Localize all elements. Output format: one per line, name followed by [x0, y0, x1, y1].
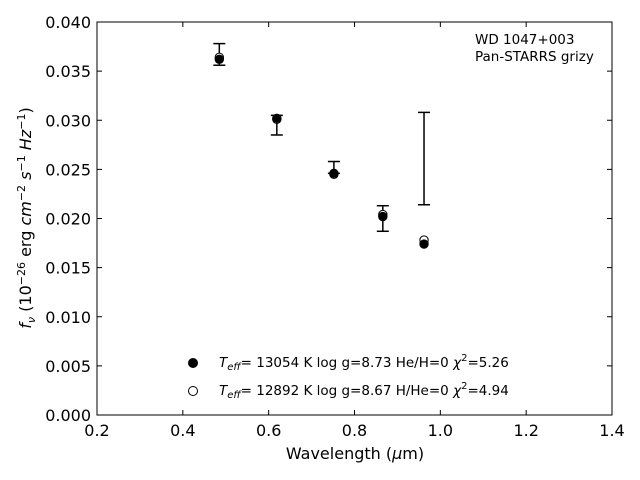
x-tick-label: 0.6 [256, 421, 281, 440]
x-tick-label: 0.4 [170, 421, 195, 440]
y-tick-label: 0.030 [45, 111, 91, 130]
y-tick-label: 0.015 [45, 259, 91, 278]
y-tick-label: 0.000 [45, 406, 91, 425]
y-tick-label: 0.020 [45, 210, 91, 229]
legend-entry-2: Teff= 12892 K log g=8.67 H/He=0 χ2=4.94 [219, 381, 509, 401]
x-tick-label: 1.4 [599, 421, 624, 440]
y-axis-label: fν (10−26 erg cm−2 s−1 Hz−1) [15, 107, 38, 328]
error-bars [213, 42, 431, 233]
legend-marker-filled [188, 358, 198, 368]
x-axis-label: Wavelength (μm) [286, 444, 424, 463]
markers [214, 52, 429, 249]
data-point-filled [214, 54, 225, 65]
x-tick-label: 0.8 [342, 421, 367, 440]
annotation-line-2: Pan-STARRS grizy [475, 49, 594, 65]
y-tick-label: 0.025 [45, 160, 91, 179]
data-point-filled [419, 239, 429, 249]
ticks: 0.2 0.4 0.6 0.8 1.0 1.2 1.4 0.000 0.005 0.010 0.01… [45, 13, 625, 440]
legend: Teff= 13054 K log g=8.73 He/H=0 χ2=5.26 … [188, 353, 509, 401]
x-tick-label: 1.0 [428, 421, 453, 440]
y-tick-label: 0.035 [45, 62, 91, 81]
data-point-filled [272, 113, 282, 123]
y-tick-label: 0.010 [45, 308, 91, 327]
legend-marker-open [188, 386, 198, 396]
x-tick-label: 0.2 [84, 421, 109, 440]
annotation-line-1: WD 1047+003 [475, 32, 574, 48]
legend-entry-1: Teff= 13054 K log g=8.73 He/H=0 χ2=5.26 [219, 353, 509, 373]
x-tick-label: 1.2 [513, 421, 538, 440]
data-point-filled [329, 168, 339, 179]
y-tick-label: 0.005 [45, 357, 91, 376]
data-point-filled [378, 211, 388, 222]
y-tick-label: 0.040 [45, 13, 91, 32]
